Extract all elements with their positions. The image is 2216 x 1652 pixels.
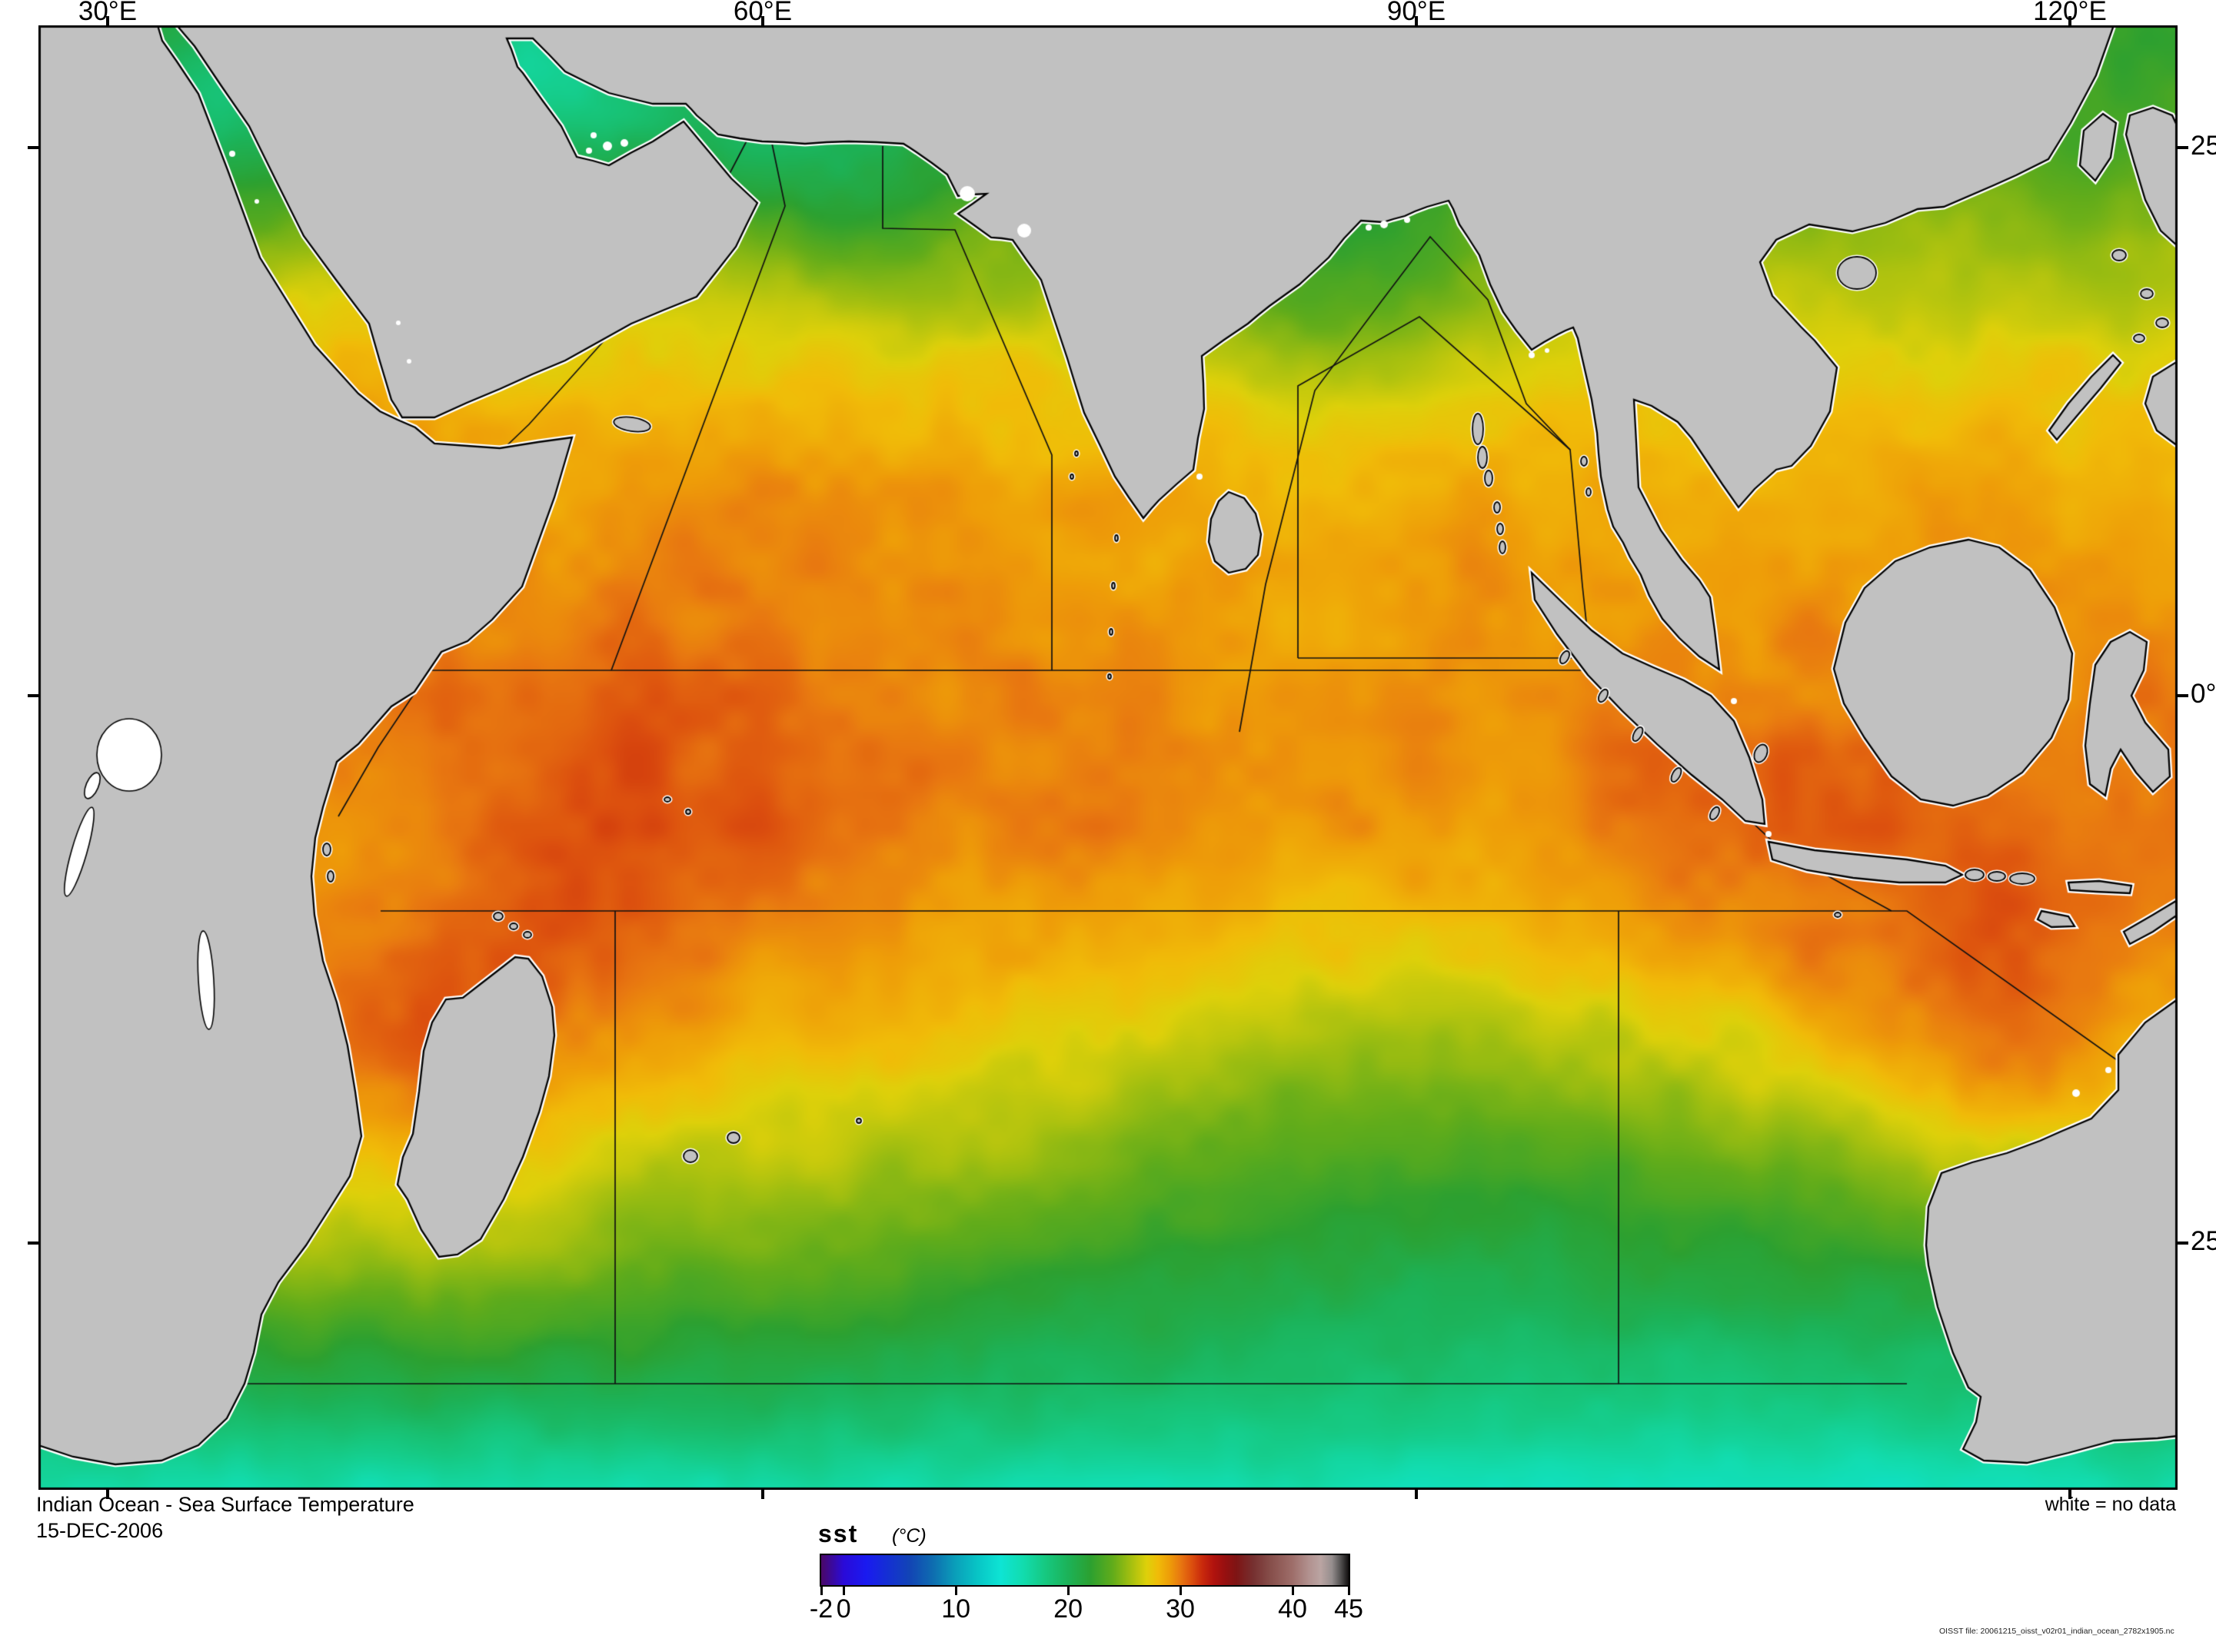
colorbar-tick-label: 45: [1334, 1594, 1363, 1624]
sst-map-canvas: [38, 25, 2178, 1490]
latitude-label: 25°: [2191, 131, 2216, 161]
colorbar-tick-label: 10: [941, 1594, 971, 1624]
source-file-note: OISST file: 20061215_oisst_v02r01_indian…: [1939, 1627, 2174, 1636]
colorbar-tick: [820, 1585, 823, 1595]
latitude-tick-left: [28, 146, 38, 149]
colorbar-tick-label: 20: [1053, 1594, 1083, 1624]
map-date: 15-DEC-2006: [36, 1519, 164, 1542]
longitude-tick-top: [2068, 16, 2071, 25]
colorbar-tick-label: 0: [836, 1594, 851, 1624]
latitude-label: 25°: [2191, 1226, 2216, 1256]
longitude-tick-top: [106, 16, 109, 25]
colorbar-unit: (°C): [892, 1525, 927, 1547]
map-title: Indian Ocean - Sea Surface Temperature: [36, 1493, 414, 1516]
latitude-label: 0°: [2191, 679, 2216, 709]
latitude-tick-right: [2178, 146, 2188, 149]
longitude-tick-bottom: [106, 1490, 109, 1499]
colorbar-tick-label: 30: [1166, 1594, 1195, 1624]
colorbar: [820, 1554, 1350, 1587]
colorbar-tick: [1347, 1585, 1350, 1595]
longitude-tick-bottom: [2068, 1490, 2071, 1499]
longitude-tick-top: [1415, 16, 1418, 25]
latitude-tick-left: [28, 1241, 38, 1245]
longitude-tick-bottom: [1415, 1490, 1418, 1499]
colorbar-tick: [1179, 1585, 1182, 1595]
latitude-tick-left: [28, 694, 38, 697]
latitude-tick-right: [2178, 694, 2188, 697]
colorbar-tick-label: -2: [809, 1594, 833, 1624]
colorbar-tick-label: 40: [1278, 1594, 1307, 1624]
colorbar-tick: [1291, 1585, 1294, 1595]
colorbar-tick: [1066, 1585, 1070, 1595]
longitude-tick-bottom: [761, 1490, 764, 1499]
no-data-note: white = no data: [2045, 1494, 2176, 1515]
colorbar-tick: [842, 1585, 845, 1595]
longitude-tick-top: [761, 16, 764, 25]
latitude-tick-right: [2178, 1241, 2188, 1245]
colorbar-tick: [954, 1585, 957, 1595]
colorbar-title: sst: [818, 1520, 859, 1547]
